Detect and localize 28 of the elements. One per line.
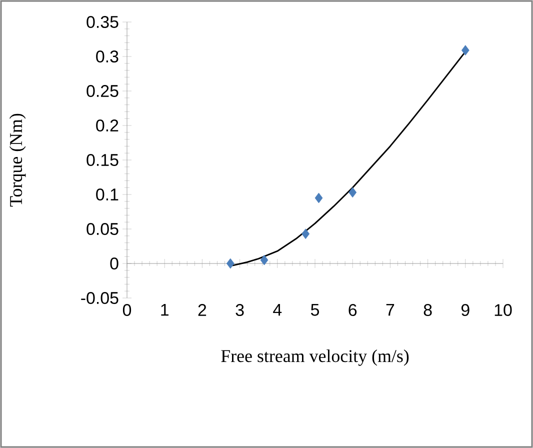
y-tick-label: 0.15 bbox=[86, 154, 118, 166]
x-tick-label: 4 bbox=[273, 304, 282, 316]
x-tick-label: 3 bbox=[236, 304, 244, 316]
x-tick-label: 8 bbox=[424, 304, 432, 316]
y-tick-label: 0.25 bbox=[86, 85, 118, 97]
x-tick-label: 0 bbox=[122, 304, 132, 316]
y-tick-label: 0.3 bbox=[96, 50, 118, 62]
x-tick-label: 2 bbox=[198, 304, 206, 316]
x-tick-label: 5 bbox=[310, 304, 319, 316]
point bbox=[461, 45, 470, 56]
y-tick-label: -0.05 bbox=[81, 292, 118, 304]
point bbox=[226, 258, 234, 269]
x-tick-label: 10 bbox=[494, 304, 512, 316]
x-axis-title: Free stream velocity (m/s) bbox=[221, 350, 409, 366]
y-tick-label: 0.35 bbox=[86, 16, 118, 28]
y-tick-label: 0 bbox=[110, 258, 118, 270]
y-tick-label: 0.05 bbox=[86, 223, 118, 235]
point bbox=[260, 254, 268, 266]
x-tick-label: 6 bbox=[348, 304, 357, 316]
y-tick-label: 0.1 bbox=[96, 188, 118, 200]
y-axis-title: Torque (Nm) bbox=[9, 114, 26, 207]
point bbox=[302, 228, 310, 240]
x-tick-label: 7 bbox=[386, 304, 394, 316]
x-tick-label: 1 bbox=[161, 304, 168, 316]
point bbox=[348, 187, 357, 198]
point bbox=[314, 192, 323, 204]
x-tick-label: 9 bbox=[461, 304, 470, 316]
y-tick-label: 0.2 bbox=[96, 120, 118, 132]
